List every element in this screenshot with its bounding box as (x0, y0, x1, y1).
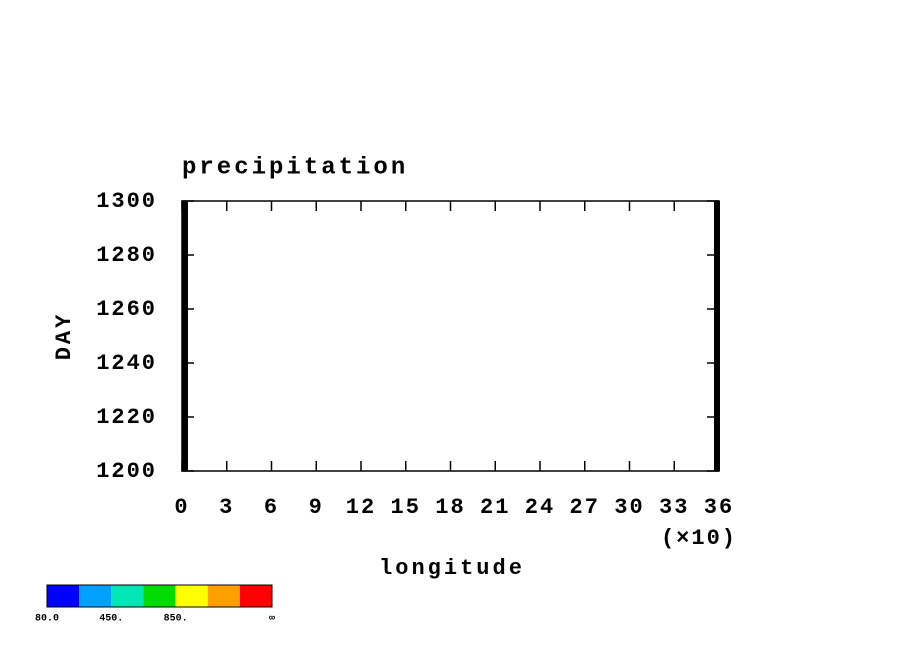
colorbar-frame (46, 584, 273, 608)
colorbar-swatch (175, 585, 208, 607)
colorbar-label: ∞ (269, 614, 275, 625)
colorbar-swatch (111, 585, 144, 607)
y-tick-label: 1300 (96, 189, 157, 214)
colorbar-swatch (207, 585, 240, 607)
colorbar-swatch (79, 585, 112, 607)
edge-band (182, 201, 188, 471)
x-axis-label: longitude (379, 556, 525, 581)
x-tick-label: 21 (480, 495, 510, 520)
colorbar-label: 850. (164, 614, 188, 625)
chart-title: precipitation (182, 154, 408, 181)
x-tick-label: 36 (704, 495, 734, 520)
x-tick-label: 33 (659, 495, 689, 520)
plot-frame (181, 200, 720, 472)
x-scale-label: (×10) (661, 526, 737, 551)
x-tick-label: 3 (219, 495, 234, 520)
edge-band (714, 201, 720, 471)
y-tick-label: 1220 (96, 405, 157, 430)
y-tick-label: 1240 (96, 351, 157, 376)
y-tick-label: 1200 (96, 459, 157, 484)
x-tick-label: 12 (346, 495, 376, 520)
y-tick-label: 1260 (96, 297, 157, 322)
x-tick-label: 30 (614, 495, 644, 520)
x-tick-label: 0 (174, 495, 189, 520)
x-tick-label: 27 (570, 495, 600, 520)
y-axis-label: DAY (52, 312, 77, 361)
colorbar-swatch (239, 585, 272, 607)
x-tick-label: 6 (264, 495, 279, 520)
x-tick-label: 24 (525, 495, 555, 520)
x-tick-label: 9 (309, 495, 324, 520)
colorbar-label: 450. (99, 614, 123, 625)
colorbar-swatch (143, 585, 176, 607)
colorbar-swatch (47, 585, 80, 607)
x-tick-label: 18 (435, 495, 465, 520)
x-tick-label: 15 (391, 495, 421, 520)
colorbar-label: 80.0 (35, 614, 59, 625)
y-tick-label: 1280 (96, 243, 157, 268)
